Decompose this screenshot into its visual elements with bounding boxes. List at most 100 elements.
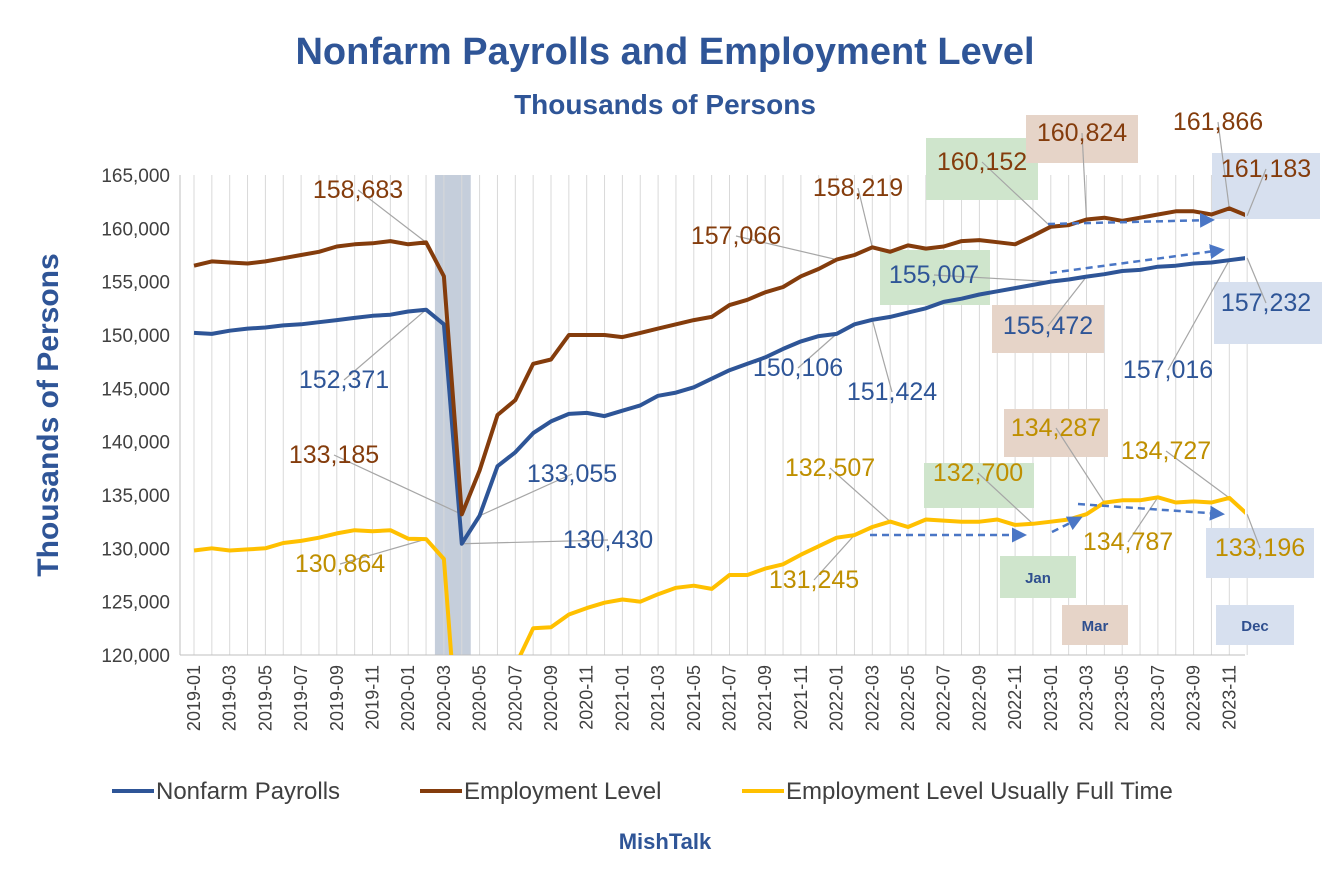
leader-line — [1246, 514, 1261, 549]
data-label: 158,219 — [813, 174, 903, 202]
legend-label: Nonfarm Payrolls — [156, 778, 340, 805]
nonfarm-payrolls-line — [193, 256, 1245, 546]
data-label: 132,507 — [785, 454, 875, 482]
axes-layer: 120,000 125,000 130,000 135,000 140,000 145,0… — [101, 166, 1245, 731]
y-tick-label: 160,000 — [101, 219, 170, 240]
data-label: 161,183 — [1221, 155, 1311, 183]
leader-line — [977, 472, 1034, 525]
x-tick-label: 2022-11 — [1005, 665, 1025, 730]
x-tick-label: 2020-03 — [434, 665, 454, 731]
x-tick-label: 2022-01 — [827, 665, 847, 731]
month-label: Jan — [1025, 570, 1051, 587]
legend-label: Employment Level — [464, 778, 661, 805]
data-label: 130,430 — [563, 526, 653, 554]
leader-line — [1127, 496, 1159, 543]
leader-line — [933, 274, 1051, 283]
month-box — [1216, 605, 1294, 645]
x-tick-label: 2021-11 — [791, 665, 811, 730]
y-tick-label: 145,000 — [101, 379, 170, 400]
x-tick-label: 2022-03 — [862, 665, 882, 731]
x-tick-label: 2019-01 — [184, 665, 204, 731]
data-label: 133,196 — [1215, 534, 1305, 562]
leader-line — [797, 333, 837, 369]
x-tick-label: 2023-03 — [1077, 665, 1097, 731]
data-label: 152,371 — [299, 366, 389, 394]
leader-line — [333, 454, 463, 515]
leader-line — [1167, 259, 1230, 371]
x-tick-label: 2023-01 — [1041, 665, 1061, 731]
y-tick-label: 135,000 — [101, 486, 170, 507]
x-tick-label: 2021-09 — [755, 665, 775, 731]
data-label: 132,700 — [933, 459, 1023, 487]
month-label: Mar — [1082, 618, 1109, 635]
data-label: 150,106 — [753, 354, 843, 382]
y-tick-label: 155,000 — [101, 273, 170, 294]
leader-line — [735, 235, 837, 261]
trend-arrow — [1077, 502, 1225, 521]
leader-line — [829, 467, 891, 523]
leader-line-layer — [333, 121, 1267, 581]
x-tick-label: 2019-05 — [255, 665, 275, 731]
legend-label: Employment Level Usually Full Time — [786, 778, 1173, 805]
x-tick-label: 2019-07 — [291, 665, 311, 731]
x-tick-label: 2020-05 — [470, 665, 490, 731]
data-label: 155,472 — [1003, 312, 1093, 340]
leader-line — [479, 473, 573, 517]
trend-arrow — [1047, 212, 1215, 228]
annotation-box — [1004, 409, 1108, 457]
x-tick-label: 2022-09 — [969, 665, 989, 731]
x-tick-label: 2023-09 — [1184, 665, 1204, 731]
legend: Nonfarm Payrolls Employment Level Employme… — [112, 778, 1173, 805]
data-label: 155,007 — [889, 261, 979, 289]
x-tick-label: 2020-07 — [505, 665, 525, 731]
x-tick-label: 2020-09 — [541, 665, 561, 731]
month-box — [1000, 556, 1076, 598]
month-box — [1062, 605, 1128, 645]
x-tick-label: 2023-07 — [1148, 665, 1168, 731]
leader-line — [343, 309, 427, 381]
leader-line — [461, 539, 609, 545]
footer-credit: MishTalk — [619, 829, 712, 854]
x-tick-label: 2019-03 — [220, 665, 240, 731]
leader-line — [1081, 132, 1088, 220]
y-tick-label: 165,000 — [101, 166, 170, 187]
y-tick-label: 150,000 — [101, 326, 170, 347]
annotation-box — [1206, 528, 1314, 578]
leader-line — [813, 534, 855, 581]
data-label: 151,424 — [847, 378, 937, 406]
annotation-box — [992, 305, 1104, 353]
chart-subtitle: Thousands of Persons — [514, 89, 816, 120]
y-axis-label: Thousands of Persons — [32, 253, 65, 576]
x-tick-label: 2023-11 — [1219, 665, 1239, 730]
employment-level-line — [193, 206, 1245, 517]
chart-title: Nonfarm Payrolls and Employment Level — [295, 31, 1034, 73]
data-label: 157,232 — [1221, 289, 1311, 317]
y-tick-label: 140,000 — [101, 433, 170, 454]
data-label: 130,864 — [295, 550, 385, 578]
data-label: 160,152 — [937, 148, 1027, 176]
annotation-box — [1214, 282, 1322, 344]
x-tick-label: 2021-03 — [648, 665, 668, 731]
x-tick-label: 2021-07 — [720, 665, 740, 731]
annotation-box — [924, 463, 1034, 508]
leader-line — [1165, 450, 1230, 499]
x-tick-label: 2019-09 — [327, 665, 347, 731]
leader-line — [357, 189, 427, 243]
x-tick-label: 2020-11 — [577, 665, 597, 730]
data-label: 133,185 — [289, 441, 379, 469]
data-label: 131,245 — [769, 566, 859, 594]
leader-line — [981, 161, 1052, 228]
data-label: 134,727 — [1121, 437, 1211, 465]
x-tick-label: 2021-05 — [684, 665, 704, 731]
data-label: 160,824 — [1037, 119, 1127, 147]
data-label: 157,066 — [691, 222, 781, 250]
x-tick-label: 2020-01 — [398, 665, 418, 731]
leader-line — [857, 187, 873, 248]
data-label: 157,016 — [1123, 356, 1213, 384]
trend-arrow — [1049, 244, 1225, 275]
data-label: 158,683 — [313, 176, 403, 204]
x-tick-label: 2022-07 — [934, 665, 954, 731]
leader-line — [1055, 427, 1105, 503]
y-tick-label: 130,000 — [101, 539, 170, 560]
y-tick-label: 120,000 — [101, 646, 170, 667]
